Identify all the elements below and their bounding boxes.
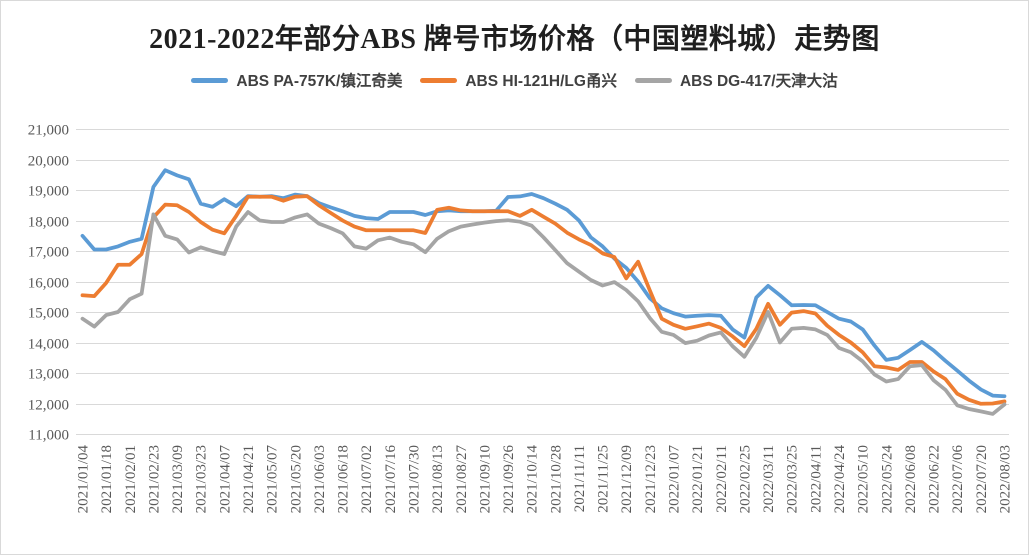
x-axis-tick-label: 2022/02/11 [714, 445, 730, 513]
x-axis-tick-label: 2021/04/21 [241, 445, 257, 513]
x-axis-tick-label: 2022/03/25 [785, 445, 801, 513]
legend: ABS PA-757K/镇江奇美 ABS HI-121H/LG甬兴 ABS DG-4… [1, 69, 1028, 91]
x-axis-tick-label: 2022/04/11 [808, 445, 824, 513]
series-line-hi121h [80, 194, 1007, 406]
series-line-dg417 [80, 210, 1007, 416]
y-axis-tick-label: 20,000 [28, 154, 69, 170]
x-axis-tick-label: 2021/11/11 [572, 445, 588, 512]
x-axis-tick-label: 2021/02/01 [123, 445, 139, 513]
legend-label-dg417: ABS DG-417/天津大沽 [679, 73, 838, 90]
legend-item-dg417[interactable]: ABS DG-417/天津大沽 [634, 69, 838, 91]
x-axis-tick-label: 2022/07/06 [950, 445, 966, 514]
x-axis-tick-label: 2021/04/07 [217, 445, 233, 514]
x-axis-tick-label: 2022/06/08 [903, 445, 919, 513]
x-axis-tick-label: 2022/05/10 [856, 445, 872, 513]
x-axis-tick-label: 2022/07/20 [974, 445, 990, 513]
y-axis-tick-label: 13,000 [28, 367, 69, 383]
x-axis-tick-label: 2022/05/24 [879, 445, 895, 514]
y-axis-tick-label: 12,000 [28, 398, 69, 414]
y-axis-tick-label: 18,000 [28, 215, 69, 231]
x-axis-tick-label: 2021/01/04 [76, 445, 92, 514]
x-axis-tick-label: 2021/03/09 [170, 445, 186, 513]
x-axis-tick-label: 2021/06/03 [312, 445, 328, 513]
x-axis-tick-label: 2021/06/18 [336, 445, 352, 513]
x-axis-tick-label: 2022/06/22 [927, 445, 943, 513]
y-axis-tick-label: 14,000 [28, 337, 69, 353]
x-axis-tick-label: 2021/07/16 [383, 445, 399, 514]
x-axis-tick-label: 2021/11/25 [596, 445, 612, 513]
series-line-pa757k [80, 168, 1007, 399]
x-axis-tick-label: 2022/03/11 [761, 445, 777, 513]
x-axis-tick-label: 2021/05/07 [265, 445, 281, 514]
x-axis-tick-label: 2021/09/10 [477, 445, 493, 513]
x-axis-tick-label: 2022/01/21 [690, 445, 706, 513]
x-axis-tick-label: 2022/02/25 [737, 445, 753, 513]
y-axis-tick-label: 17,000 [28, 245, 69, 261]
legend-label-hi121h: ABS HI-121H/LG甬兴 [465, 73, 617, 90]
legend-item-pa757k[interactable]: ABS PA-757K/镇江奇美 [191, 69, 402, 91]
x-axis-tick-label: 2021/05/20 [288, 445, 304, 513]
x-axis-tick-label: 2021/03/23 [194, 445, 210, 513]
y-axis-tick-label: 21,000 [28, 123, 69, 139]
legend-marker-dg417 [634, 77, 672, 83]
y-axis-tick-label: 15,000 [28, 306, 69, 322]
x-axis-tick-label: 2021/02/23 [146, 445, 162, 513]
x-axis-tick-label: 2021/01/18 [99, 445, 115, 513]
legend-marker-hi121h [420, 77, 458, 83]
x-axis-tick-label: 2021/10/28 [548, 445, 564, 513]
y-axis-tick-label: 19,000 [28, 184, 69, 200]
legend-marker-pa757k [191, 77, 229, 83]
legend-item-hi121h[interactable]: ABS HI-121H/LG甬兴 [420, 69, 617, 91]
x-axis-tick-label: 2021/08/27 [454, 445, 470, 514]
x-axis-tick-label: 2021/10/14 [525, 445, 541, 514]
x-axis-tick-label: 2021/08/13 [430, 445, 446, 513]
x-axis-tick-label: 2021/07/30 [407, 445, 423, 513]
chart-title: 2021-2022年部分ABS 牌号市场价格（中国塑料城）走势图 [149, 24, 880, 55]
y-axis-tick-label: 16,000 [28, 276, 69, 292]
x-axis-tick-label: 2022/08/03 [998, 445, 1014, 513]
x-axis-tick-label: 2022/04/24 [832, 445, 848, 514]
x-axis-tick-label: 2021/07/02 [359, 445, 375, 513]
x-axis-tick-label: 2021/12/23 [643, 445, 659, 513]
x-axis-tick-label: 2021/12/09 [619, 445, 635, 513]
x-axis-tick-label: 2021/09/26 [501, 445, 517, 514]
legend-label-pa757k: ABS PA-757K/镇江奇美 [236, 73, 403, 90]
x-axis-tick-label: 2022/01/07 [667, 445, 683, 514]
y-axis-tick-label: 11,000 [28, 428, 69, 444]
